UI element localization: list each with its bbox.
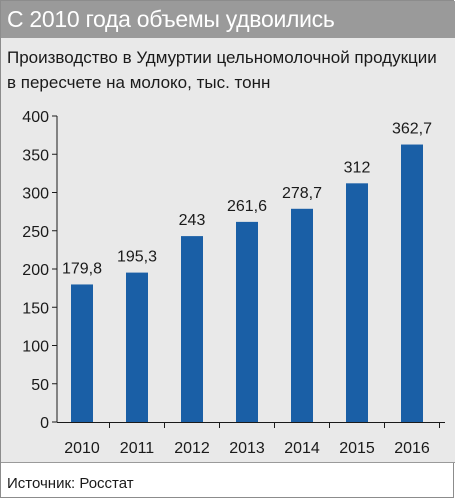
value-label-2013: 261,6: [227, 198, 267, 215]
bar-2013: [236, 221, 258, 422]
y-tick-label: 50: [31, 377, 49, 394]
source-note: Источник: Росстат: [7, 475, 134, 492]
x-tick-label-2012: 2012: [174, 440, 210, 457]
y-tick-label: 300: [22, 186, 49, 203]
y-axis: 0 50 100 150 200 250 300 350 400: [22, 109, 58, 432]
y-tick-label: 100: [22, 339, 49, 356]
y-tick-label: 350: [22, 147, 49, 164]
chart-title: С 2010 года объемы удвоились: [7, 6, 335, 32]
x-tick-label-2011: 2011: [120, 440, 155, 457]
bar-2016: [401, 144, 423, 423]
y-tick-label: 0: [40, 415, 49, 432]
bar-chart: 0 50 100 150 200 250 300 350 400 179,8 195,3 243 26…: [22, 109, 445, 457]
value-labels: 179,8 195,3 243 261,6 278,7 312 362,7: [62, 121, 432, 278]
x-tick-label-2010: 2010: [64, 440, 100, 457]
value-label-2010: 179,8: [62, 260, 102, 277]
x-tick-label-2013: 2013: [229, 440, 265, 457]
value-label-2011: 195,3: [117, 249, 157, 266]
x-tick-label-2016: 2016: [394, 440, 430, 457]
bar-2015: [346, 183, 368, 422]
bar-2012: [181, 236, 203, 422]
y-tick-label: 250: [22, 224, 49, 241]
chart-subtitle: Производство в Удмуртии цельномолочной п…: [7, 45, 447, 95]
x-tick-label-2014: 2014: [284, 440, 320, 457]
y-tick-label: 150: [22, 300, 49, 317]
subtitle-line-2: в пересчете на молоко, тыс. тонн: [7, 73, 271, 92]
y-tick-label: 200: [22, 262, 49, 279]
bar-2014: [291, 208, 313, 422]
value-label-2012: 243: [179, 212, 206, 229]
bar-2011: [126, 272, 148, 422]
value-label-2014: 278,7: [282, 185, 322, 202]
value-label-2016: 362,7: [392, 121, 432, 138]
x-tick-label-2015: 2015: [339, 440, 375, 457]
y-tick-label: 400: [22, 109, 49, 126]
value-label-2015: 312: [344, 159, 371, 176]
bars: [71, 144, 423, 423]
footer-divider: [1, 462, 455, 463]
x-axis: 2010 2011 2012 2013 2014 2015 2016: [57, 422, 445, 457]
subtitle-line-1: Производство в Удмуртии цельномолочной п…: [7, 48, 437, 67]
bar-2010: [71, 284, 93, 422]
title-bar: С 2010 года объемы удвоились: [1, 1, 455, 38]
